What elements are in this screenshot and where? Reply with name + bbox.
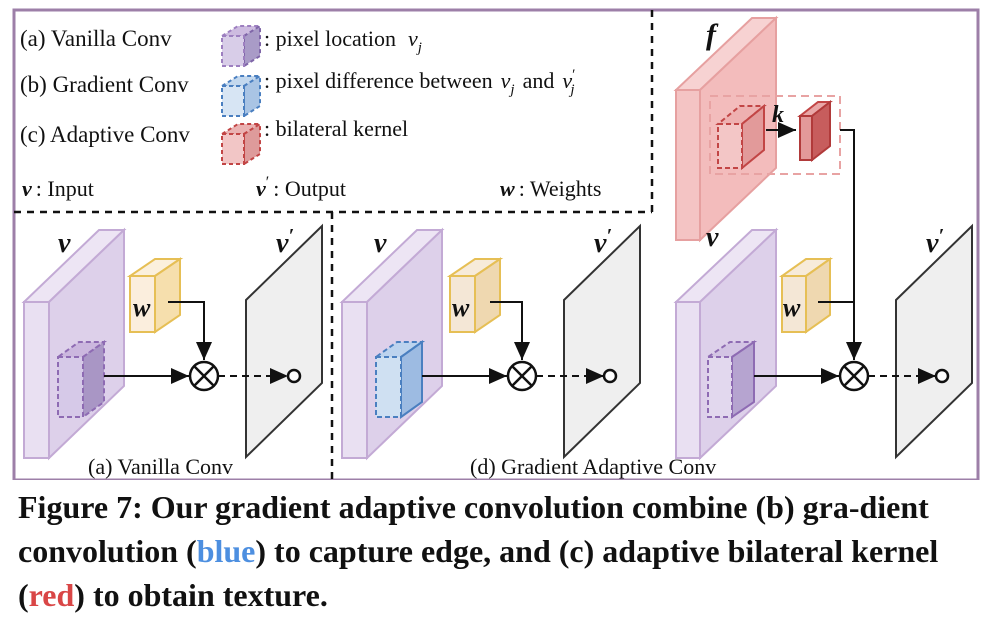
figure-diagram: (a) Vanilla Conv (b) Gradient Conv (c) A… [12, 8, 980, 480]
panel-d-gradient-cube-icon [372, 340, 426, 419]
panel-a: v w v′ (a) Vanilla Conv [21, 223, 323, 479]
panel-d-adaptive: f k v [673, 15, 973, 461]
panel-d-feature-label: f [706, 18, 719, 51]
figure-frame [12, 8, 980, 480]
legend-weights: w: Weights [500, 176, 601, 201]
legend: (a) Vanilla Conv (b) Gradient Conv (c) A… [20, 24, 601, 201]
legend-red-cube-icon [218, 122, 264, 166]
legend-c-desc: : bilateral kernel [264, 116, 408, 141]
panel-d-kernel-label: k [772, 102, 784, 128]
panel-d-kernel-window [709, 95, 841, 175]
caption-blue-word: blue [196, 533, 256, 569]
panel-a-weight-label: w [133, 293, 151, 322]
panel-d-weight-cube-1 [446, 257, 504, 334]
legend-input: v: Input [22, 176, 94, 201]
panel-a-output-pixel [286, 368, 302, 384]
panel-a-pixel-cube-icon [54, 340, 108, 419]
panel-d-input2-label: v [706, 222, 719, 253]
panel-d-kernel-down-arrow [840, 129, 862, 360]
panel-d-weight2-label: w [783, 293, 801, 322]
panel-a-input-slab [21, 227, 127, 461]
panel-a-multiply-icon [188, 360, 220, 392]
panel-a-caption: (a) Vanilla Conv [88, 454, 233, 479]
panel-d-output1-pixel [602, 368, 618, 384]
panel-d-kernel-cube [797, 99, 833, 163]
legend-b-desc: : pixel difference between vj and v′ j [264, 67, 575, 98]
panel-d-pixel-cube-icon [704, 340, 758, 419]
panel-a-weight-arrow [168, 301, 212, 360]
legend-a-desc: : pixel location vj [264, 26, 422, 56]
panel-a-output-plane [245, 223, 323, 460]
panel-d-weight1-label: w [452, 293, 470, 322]
panel-d-multiply-icon-1 [506, 360, 538, 392]
panel-a-output-label: v′ [276, 225, 294, 259]
panel-d-input-slab-1 [339, 227, 445, 461]
panel-d-output-plane-1 [563, 223, 641, 460]
legend-b-label: (b) Gradient Conv [20, 72, 189, 97]
panel-d-bilateral-cube-icon [715, 103, 767, 171]
panel-d-output1-label: v′ [594, 225, 612, 259]
panel-d-multiply-icon-2 [838, 360, 870, 392]
panel-d-gradient: v w v′ [339, 223, 641, 461]
legend-c-label: (c) Adaptive Conv [20, 122, 190, 147]
legend-purple-cube-icon [218, 24, 264, 68]
panel-d-output-plane-2 [895, 223, 973, 460]
panel-a-weight-cube [126, 257, 184, 334]
panel-d-weight-cube-2 [778, 257, 834, 334]
caption-suffix: ) to obtain texture. [74, 577, 328, 613]
legend-blue-cube-icon [218, 74, 264, 118]
caption-middle: ) to capture edge, and (c) adaptive bila… [18, 533, 939, 613]
legend-a-label: (a) Vanilla Conv [20, 26, 172, 51]
caption-red-word: red [28, 577, 75, 613]
panel-d-input-slab-2 [673, 227, 779, 461]
panel-d-input1-label: v [374, 228, 387, 259]
panel-a-input-label: v [58, 228, 71, 259]
panel-d-caption: (d) Gradient Adaptive Conv [470, 454, 716, 479]
panel-d-output2-pixel [934, 368, 950, 384]
caption-prefix: Figure 7: Our gradient adaptive convolut… [18, 489, 929, 569]
panel-d-output2-label: v′ [926, 225, 944, 259]
figure-caption: Figure 7: Our gradient adaptive convolut… [18, 485, 988, 617]
panel-d-weight1-arrow [490, 301, 530, 360]
legend-output: v′: Output [256, 174, 346, 201]
